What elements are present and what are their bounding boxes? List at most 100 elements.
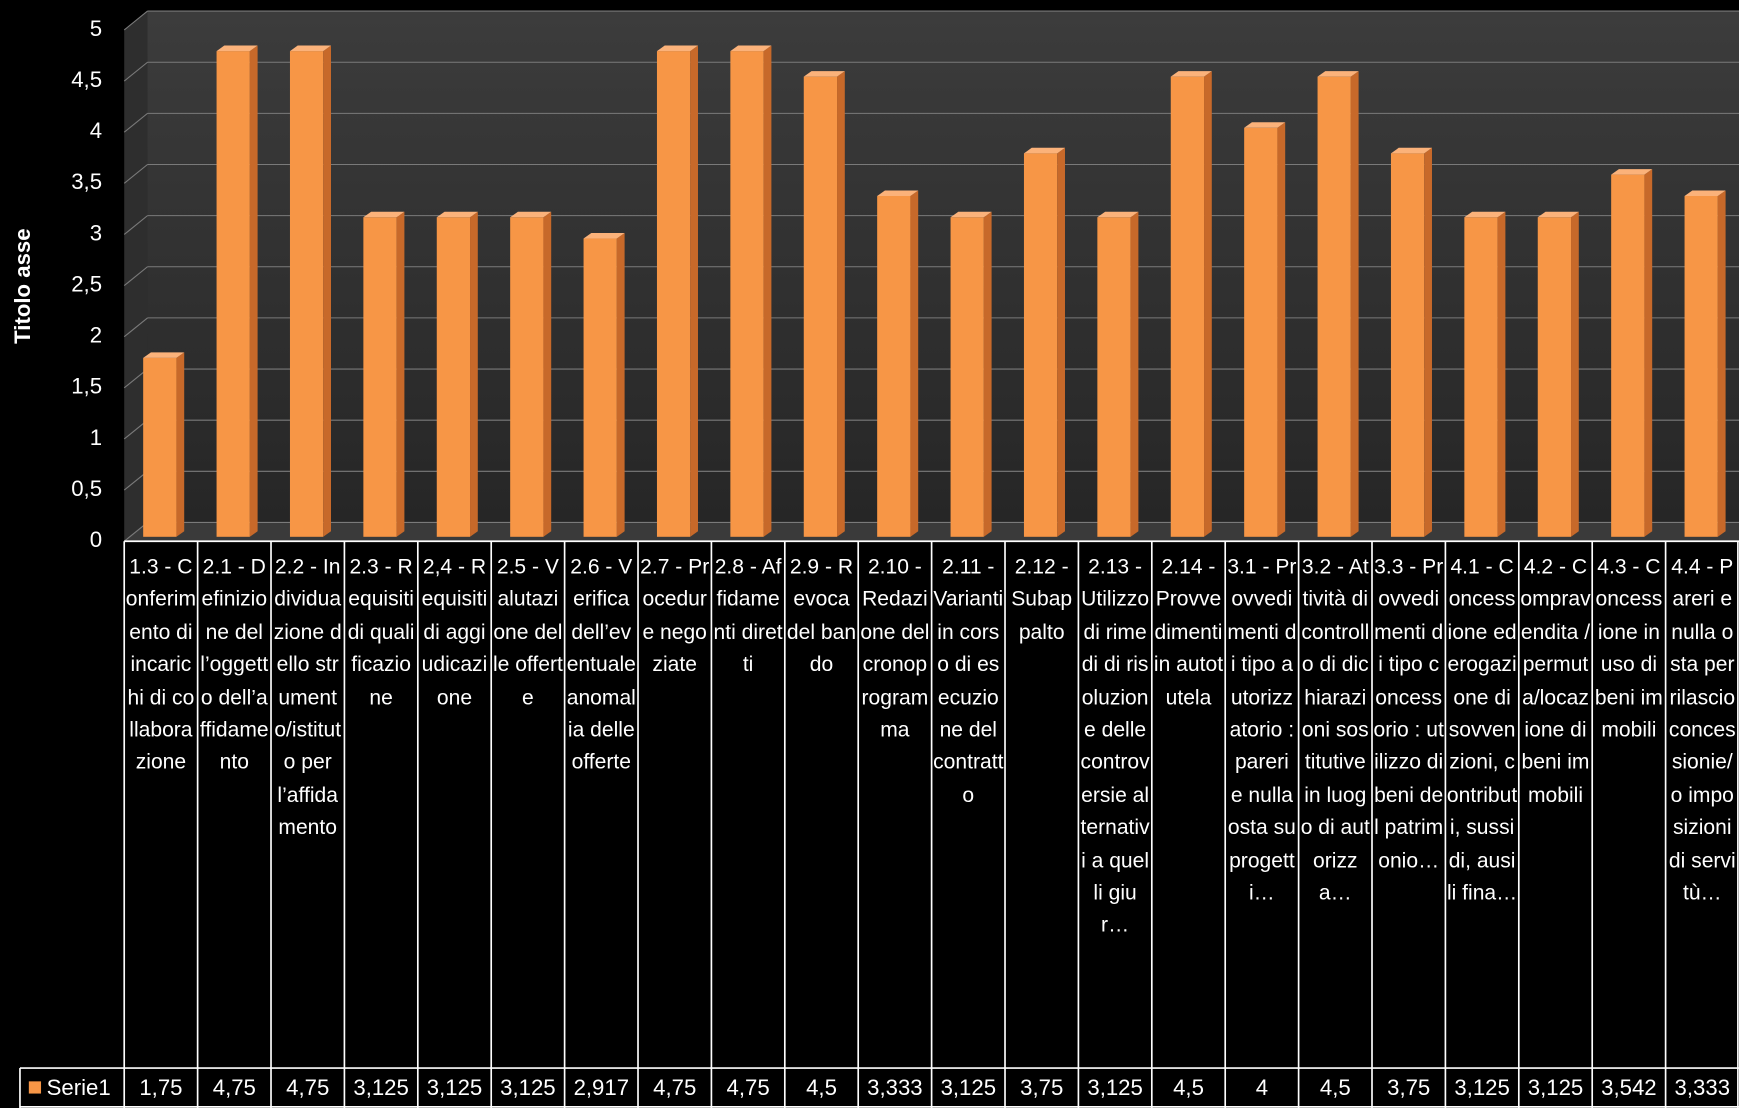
bar-front: [1023, 153, 1058, 537]
bar-side: [1350, 71, 1359, 537]
grid-line: [123, 215, 148, 235]
value-label: 3,125: [353, 1075, 408, 1100]
bar-top: [216, 45, 258, 52]
bar-front: [1244, 127, 1278, 537]
category-cell: 2.11 - Varianti in corso di esecuzione d…: [933, 555, 1004, 808]
bar: [143, 352, 185, 537]
y-tick-label: 0,5: [71, 476, 102, 501]
bar-top: [1097, 211, 1139, 218]
bar-side: [176, 352, 185, 537]
bar-side: [249, 45, 258, 537]
bar-top: [950, 211, 992, 218]
value-label: 4,75: [286, 1075, 329, 1100]
grid-line: [123, 317, 148, 338]
category-cell: 2.10 - Redazione del cronoprogramma: [860, 555, 930, 743]
bar-side: [1571, 211, 1579, 537]
grid-line: [123, 164, 148, 184]
x-tick-label: 2.5 - Valutazione delle offerte: [492, 555, 563, 710]
bar-side: [1717, 190, 1726, 537]
x-tick-label: 2.9 - Revoca del bando: [786, 555, 857, 677]
bar: [950, 211, 992, 537]
bar-front: [1464, 217, 1498, 537]
bar-top: [583, 232, 625, 239]
bar: [1170, 71, 1212, 537]
bar-top: [1244, 122, 1286, 128]
value-label: 3,333: [867, 1075, 922, 1100]
bar-side: [1497, 211, 1506, 537]
value-label: 3,125: [1454, 1075, 1509, 1100]
bar-side: [1057, 147, 1065, 537]
bar-side: [763, 45, 772, 537]
value-label: 3,75: [1387, 1075, 1430, 1100]
bar: [1317, 71, 1359, 537]
bar-front: [1611, 174, 1645, 537]
x-tick-label: 3.2 - Attività di controllo di dichiaraz…: [1300, 555, 1370, 906]
x-tick-label: 2.6 - Verifica dell’eventuale anomalia d…: [566, 555, 636, 775]
bar-front: [143, 357, 177, 537]
bar-front: [877, 195, 911, 537]
value-label: 3,125: [1087, 1075, 1142, 1100]
value-label: 3,333: [1675, 1075, 1730, 1100]
bar-front: [1170, 76, 1205, 537]
bar-top: [1684, 190, 1726, 196]
bar: [216, 45, 258, 537]
x-tick-label: 2,4 - Requisiti di aggiudicazione: [421, 555, 488, 710]
y-tick-label: 3: [90, 220, 102, 245]
x-tick-label: 2.14 - Provvedimenti in autotutela: [1153, 555, 1224, 710]
x-tick-label: 4.2 - Compravendita / permuta/locazione …: [1520, 555, 1591, 808]
y-tick-label: 1: [90, 425, 102, 450]
value-label: 1,75: [139, 1075, 182, 1100]
x-tick-label: 4.3 - Concessione in uso di beni immobil…: [1594, 555, 1663, 743]
bar-side: [1130, 211, 1139, 537]
bar-side: [690, 45, 698, 537]
bar-side: [1644, 169, 1653, 537]
bar: [510, 211, 552, 537]
bar: [1390, 147, 1432, 537]
grid-line: [123, 10, 148, 31]
bar-top: [436, 211, 478, 218]
value-label: 4: [1256, 1075, 1268, 1100]
x-tick-label: 2.11 - Varianti in corso di esecuzione d…: [933, 555, 1004, 808]
bar: [730, 45, 772, 537]
x-tick-label: 2.10 - Redazione del cronoprogramma: [860, 555, 930, 743]
value-label: 4,75: [727, 1075, 770, 1100]
x-tick-label: 2.8 - Affidamenti diretti: [713, 555, 783, 677]
grid-line: [123, 61, 148, 82]
y-tick-label: 4,5: [71, 67, 102, 92]
bar-side: [1277, 122, 1286, 537]
category-cell: 2.1 - Definizione dell’oggetto dell’affi…: [200, 556, 269, 775]
bar-side: [910, 190, 919, 537]
bar-front: [216, 51, 250, 537]
bar-top: [1537, 211, 1579, 218]
bar: [803, 71, 845, 537]
bar-front: [950, 217, 984, 537]
category-cell: 2.12 - Subappalto: [1011, 556, 1072, 645]
bar-side: [470, 211, 478, 537]
bar-top: [1170, 71, 1212, 77]
category-cell: 2.6 - Verifica dell’eventuale anomalia d…: [566, 555, 636, 775]
x-tick-label: 3.3 - Provvedimenti di tipo concessorio …: [1373, 555, 1444, 873]
bar-side: [1204, 71, 1212, 537]
bar: [583, 232, 625, 537]
y-tick-label: 4: [90, 118, 102, 143]
grid-line: [123, 112, 148, 133]
bar-side: [616, 232, 625, 537]
category-cell: 3.3 - Provvedimenti di tipo concessorio …: [1373, 555, 1444, 873]
bar-top: [1464, 211, 1506, 218]
legend-key: [28, 1081, 42, 1094]
x-tick-label: 2.13 - Utilizzo di rimedi di risoluzione…: [1080, 555, 1150, 938]
bar: [1464, 211, 1506, 537]
bar: [1684, 190, 1726, 537]
x-tick-label: 2.3 - Requisiti di qualificazione: [347, 555, 415, 710]
bar-top: [730, 45, 772, 52]
category-cell: 2,4 - Requisiti di aggiudicazione: [421, 555, 488, 710]
bar-front: [730, 51, 764, 537]
bar: [1244, 122, 1286, 537]
legend-label: Serie1: [47, 1075, 111, 1100]
category-cell: 4.3 - Concessione in uso di beni immobil…: [1594, 555, 1663, 743]
bar-front: [1390, 153, 1425, 537]
bar-side: [1424, 147, 1432, 537]
category-cell: 2.2 - Individuazione dello strumento/ist…: [274, 556, 342, 840]
value-label: 3,125: [427, 1075, 482, 1100]
value-label: 3,125: [1528, 1075, 1583, 1100]
